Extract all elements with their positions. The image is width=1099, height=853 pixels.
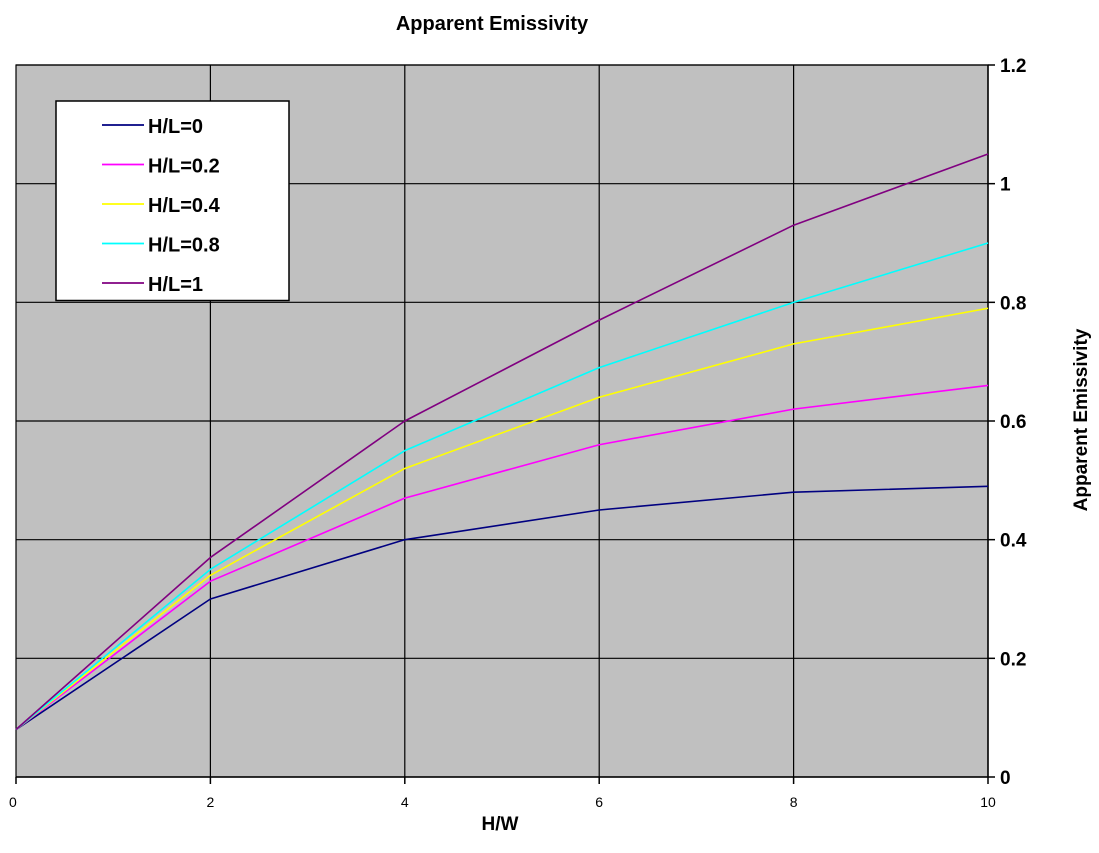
- legend-box: [55, 100, 290, 302]
- x-tick-label-2: 4: [401, 794, 409, 810]
- y-tick-label-1: 0.2: [1000, 649, 1026, 670]
- x-tick-label-0: 0: [9, 794, 17, 810]
- y-tick-label-0: 0: [1000, 768, 1011, 789]
- axes: 0 0.2 0.4 0.6 0.8 1 1.2 0 2 4 6 8 10: [9, 56, 1027, 810]
- y-tick-label-2: 0.4: [1000, 531, 1027, 552]
- y-tick-label-5: 1: [1000, 175, 1011, 196]
- x-tick-label-3: 6: [595, 794, 603, 810]
- legend-label-2: H/L=0.4: [148, 195, 221, 217]
- y-axis-label: Apparent Emissivity: [1071, 328, 1092, 511]
- x-tick-label-1: 2: [207, 794, 215, 810]
- legend-label-3: H/L=0.8: [148, 235, 220, 257]
- series-lines: [15, 153, 989, 731]
- series-line-1: [15, 384, 989, 731]
- x-tick-label-5: 10: [980, 794, 996, 810]
- legend: H/L=0 H/L=0.2 H/L=0.4 H/L=0.8 H/L=1: [55, 100, 290, 302]
- series-line-0: [15, 485, 989, 731]
- y-tick-label-4: 0.8: [1000, 293, 1026, 314]
- series-line-4: [15, 153, 989, 731]
- series-line-2: [15, 307, 989, 731]
- legend-label-4: H/L=1: [148, 274, 203, 296]
- legend-label-0: H/L=0: [148, 116, 203, 138]
- chart-title: Apparent Emissivity: [396, 13, 589, 35]
- y-tick-label-6: 1.2: [1000, 56, 1026, 77]
- series-line-3: [15, 242, 989, 731]
- legend-label-1: H/L=0.2: [148, 156, 220, 178]
- x-axis-label: H/W: [482, 814, 519, 835]
- y-tick-label-3: 0.6: [1000, 412, 1026, 433]
- x-tick-label-4: 8: [790, 794, 798, 810]
